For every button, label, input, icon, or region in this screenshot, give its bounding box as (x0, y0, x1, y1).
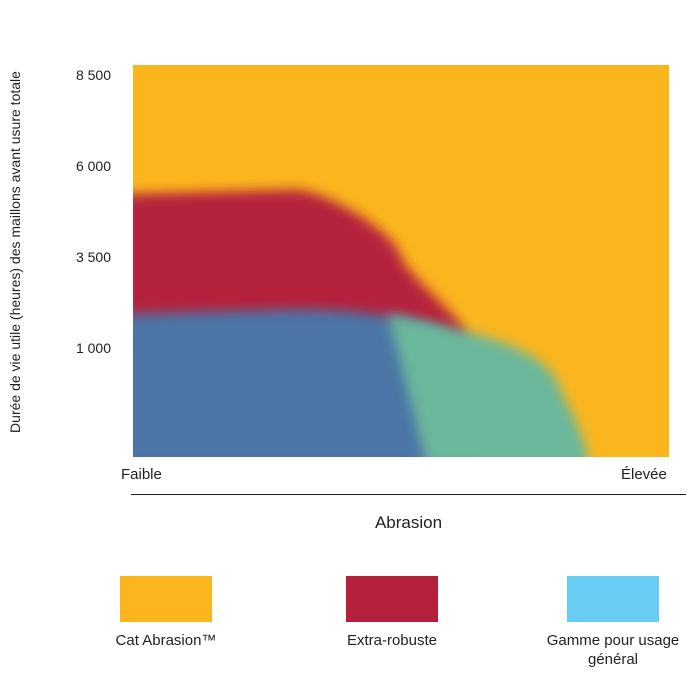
legend-item-extra-robuste: Extra-robuste (302, 576, 482, 650)
series-area-general-green (387, 314, 588, 457)
y-tick-label: 6 000 (75, 158, 111, 174)
legend-item-cat-abrasion: Cat Abrasion™ (76, 576, 256, 650)
legend-label: Cat Abrasion™ (115, 632, 217, 649)
plot-area (133, 65, 669, 457)
legend-label: Gamme pour usage général (546, 632, 680, 668)
x-high-label: Élevée (621, 466, 667, 483)
y-tick-label: 8 500 (75, 67, 111, 83)
x-axis-title: Abrasion (374, 513, 443, 532)
legend-swatch (120, 576, 212, 622)
legend-swatch (346, 576, 438, 622)
legend-swatch (567, 576, 659, 622)
y-tick-label: 1 000 (75, 340, 111, 356)
x-low-label: Faible (121, 466, 162, 483)
x-axis-line (131, 494, 686, 495)
legend-label: Extra-robuste (346, 632, 438, 649)
chart-svg (133, 65, 669, 457)
legend-item-gamme-generale: Gamme pour usage général (523, 576, 697, 669)
y-tick-label: 3 500 (75, 249, 111, 265)
y-axis-title-text: Durée de vie utile (heures) des maillons… (7, 71, 23, 433)
